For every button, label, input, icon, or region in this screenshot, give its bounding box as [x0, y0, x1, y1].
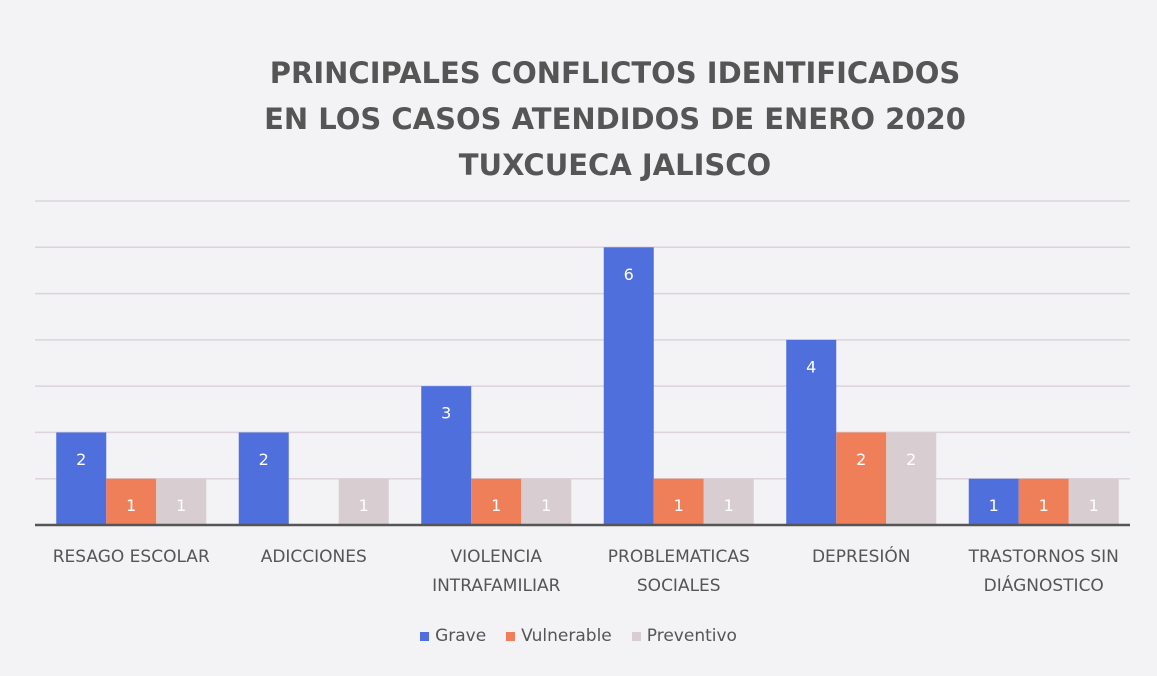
- data-label: 1: [176, 496, 186, 515]
- bar: [421, 386, 472, 525]
- bar: [106, 478, 157, 525]
- data-label: 1: [541, 496, 551, 515]
- x-tick-label: ADICCIONES: [260, 547, 367, 567]
- legend-item: Grave: [420, 626, 486, 646]
- bar: [836, 432, 887, 525]
- legend-swatch: [420, 631, 430, 641]
- x-tick-label: RESAGO ESCOLAR: [52, 547, 210, 567]
- data-label: 2: [76, 450, 86, 469]
- legend: Grave Vulnerable Preventivo: [0, 626, 1157, 646]
- data-label: 1: [491, 496, 501, 515]
- x-tick-label: VIOLENCIA INTRAFAMILIAR: [432, 547, 561, 596]
- bar: [1068, 478, 1119, 525]
- x-tick-label: PROBLEMATICAS SOCIALES: [607, 547, 750, 596]
- bar: [156, 478, 207, 525]
- data-label: 1: [1039, 496, 1049, 515]
- legend-item: Preventivo: [631, 626, 737, 646]
- data-label: 6: [624, 265, 634, 284]
- legend-label: Vulnerable: [521, 626, 612, 646]
- data-label: 2: [906, 450, 916, 469]
- bar: [338, 478, 389, 525]
- legend-swatch: [631, 631, 641, 641]
- x-tick-label: TRASTORNOS SIN DIÁGNOSTICO: [968, 547, 1119, 596]
- data-label: 1: [126, 496, 136, 515]
- bar: [968, 478, 1019, 525]
- bar: [653, 478, 704, 525]
- bar: [56, 432, 107, 525]
- legend-label: Grave: [435, 626, 487, 646]
- data-label: 1: [989, 496, 999, 515]
- legend-item: Vulnerable: [506, 626, 612, 646]
- data-label: 3: [441, 404, 451, 423]
- data-label: 1: [359, 496, 369, 515]
- bar: [603, 247, 654, 526]
- bar: [471, 478, 522, 525]
- x-tick-label: DEPRESIÓN: [811, 547, 911, 567]
- legend-label: Preventivo: [646, 626, 737, 646]
- legend-swatch: [506, 631, 516, 641]
- bar: [786, 339, 837, 525]
- bar: [1018, 478, 1069, 525]
- bar: [886, 432, 937, 525]
- data-label: 1: [1089, 496, 1099, 515]
- bar: [703, 478, 754, 525]
- data-label: 1: [674, 496, 684, 515]
- data-label: 2: [856, 450, 866, 469]
- bar: [521, 478, 572, 525]
- data-label: 4: [806, 357, 816, 376]
- data-label: 1: [724, 496, 734, 515]
- chart-title: PRINCIPALES CONFLICTOS IDENTIFICADOS EN …: [264, 56, 966, 182]
- bar: [238, 432, 289, 525]
- data-label: 2: [259, 450, 269, 469]
